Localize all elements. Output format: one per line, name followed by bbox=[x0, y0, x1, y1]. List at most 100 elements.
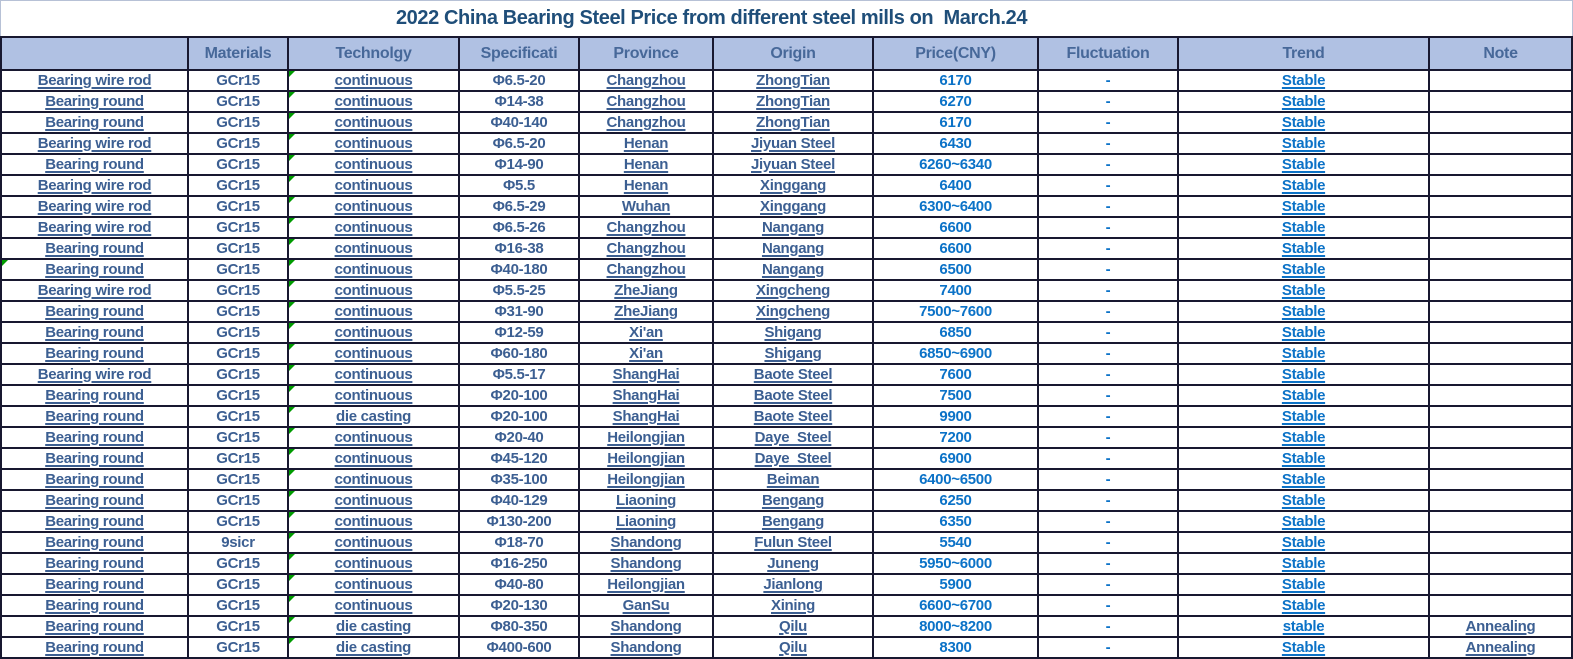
cell-specification[interactable]: Φ40-80 bbox=[460, 575, 580, 596]
cell-product[interactable]: Bearing round bbox=[2, 155, 189, 176]
header-cell-province[interactable]: Province bbox=[580, 38, 714, 71]
cell-fluctuation[interactable]: - bbox=[1039, 596, 1179, 617]
cell-product[interactable]: Bearing wire rod bbox=[2, 218, 189, 239]
cell-specification[interactable]: Φ20-40 bbox=[460, 428, 580, 449]
cell-price[interactable]: 6850~6900 bbox=[874, 344, 1039, 365]
cell-technology[interactable]: continuous bbox=[289, 92, 460, 113]
cell-origin[interactable]: Baote Steel bbox=[714, 407, 874, 428]
cell-origin[interactable]: Fulun Steel bbox=[714, 533, 874, 554]
cell-price[interactable]: 6500 bbox=[874, 260, 1039, 281]
cell-trend[interactable]: Stable bbox=[1179, 428, 1430, 449]
cell-trend[interactable]: Stable bbox=[1179, 386, 1430, 407]
cell-origin[interactable]: Bengang bbox=[714, 491, 874, 512]
cell-fluctuation[interactable]: - bbox=[1039, 449, 1179, 470]
cell-technology[interactable]: continuous bbox=[289, 344, 460, 365]
cell-province[interactable]: GanSu bbox=[580, 596, 714, 617]
cell-specification[interactable]: Φ40-140 bbox=[460, 113, 580, 134]
cell-note[interactable] bbox=[1430, 71, 1573, 92]
cell-note[interactable] bbox=[1430, 344, 1573, 365]
cell-trend[interactable]: Stable bbox=[1179, 92, 1430, 113]
cell-note[interactable] bbox=[1430, 386, 1573, 407]
cell-specification[interactable]: Φ16-250 bbox=[460, 554, 580, 575]
cell-product[interactable]: Bearing wire rod bbox=[2, 365, 189, 386]
cell-specification[interactable]: Φ40-180 bbox=[460, 260, 580, 281]
cell-fluctuation[interactable]: - bbox=[1039, 491, 1179, 512]
cell-product[interactable]: Bearing wire rod bbox=[2, 197, 189, 218]
header-cell-technology[interactable]: Technolgy bbox=[289, 38, 460, 71]
cell-price[interactable]: 6850 bbox=[874, 323, 1039, 344]
cell-note[interactable] bbox=[1430, 113, 1573, 134]
cell-materials[interactable]: GCr15 bbox=[189, 281, 289, 302]
cell-fluctuation[interactable]: - bbox=[1039, 638, 1179, 659]
cell-note[interactable] bbox=[1430, 470, 1573, 491]
cell-origin[interactable]: Jianlong bbox=[714, 575, 874, 596]
title-bar[interactable]: 2022 China Bearing Steel Price from diff… bbox=[0, 0, 1573, 36]
cell-origin[interactable]: ZhongTian bbox=[714, 92, 874, 113]
cell-trend[interactable]: Stable bbox=[1179, 365, 1430, 386]
cell-price[interactable]: 5900 bbox=[874, 575, 1039, 596]
cell-origin[interactable]: Daye Steel bbox=[714, 449, 874, 470]
cell-materials[interactable]: GCr15 bbox=[189, 113, 289, 134]
cell-trend[interactable]: Stable bbox=[1179, 239, 1430, 260]
cell-product[interactable]: Bearing round bbox=[2, 617, 189, 638]
cell-product[interactable]: Bearing round bbox=[2, 428, 189, 449]
cell-province[interactable]: Shandong bbox=[580, 638, 714, 659]
cell-price[interactable]: 7200 bbox=[874, 428, 1039, 449]
cell-origin[interactable]: Nangang bbox=[714, 239, 874, 260]
cell-technology[interactable]: continuous bbox=[289, 470, 460, 491]
cell-province[interactable]: Heilongjian bbox=[580, 470, 714, 491]
cell-origin[interactable]: Jiyuan Steel bbox=[714, 134, 874, 155]
cell-trend[interactable]: Stable bbox=[1179, 512, 1430, 533]
cell-materials[interactable]: GCr15 bbox=[189, 638, 289, 659]
cell-specification[interactable]: Φ18-70 bbox=[460, 533, 580, 554]
cell-note[interactable] bbox=[1430, 533, 1573, 554]
cell-province[interactable]: Changzhou bbox=[580, 260, 714, 281]
cell-specification[interactable]: Φ12-59 bbox=[460, 323, 580, 344]
cell-trend[interactable]: Stable bbox=[1179, 449, 1430, 470]
cell-fluctuation[interactable]: - bbox=[1039, 302, 1179, 323]
cell-trend[interactable]: Stable bbox=[1179, 71, 1430, 92]
cell-note[interactable] bbox=[1430, 302, 1573, 323]
cell-specification[interactable]: Φ400-600 bbox=[460, 638, 580, 659]
cell-trend[interactable]: Stable bbox=[1179, 344, 1430, 365]
cell-technology[interactable]: continuous bbox=[289, 533, 460, 554]
cell-technology[interactable]: continuous bbox=[289, 197, 460, 218]
cell-origin[interactable]: ZhongTian bbox=[714, 113, 874, 134]
cell-technology[interactable]: die casting bbox=[289, 407, 460, 428]
cell-note[interactable] bbox=[1430, 512, 1573, 533]
cell-origin[interactable]: Qilu bbox=[714, 638, 874, 659]
cell-trend[interactable]: Stable bbox=[1179, 638, 1430, 659]
cell-note[interactable] bbox=[1430, 491, 1573, 512]
cell-fluctuation[interactable]: - bbox=[1039, 470, 1179, 491]
cell-fluctuation[interactable]: - bbox=[1039, 176, 1179, 197]
cell-note[interactable] bbox=[1430, 365, 1573, 386]
cell-origin[interactable]: Bengang bbox=[714, 512, 874, 533]
cell-price[interactable]: 6170 bbox=[874, 71, 1039, 92]
cell-note[interactable] bbox=[1430, 575, 1573, 596]
cell-note[interactable] bbox=[1430, 92, 1573, 113]
cell-materials[interactable]: GCr15 bbox=[189, 491, 289, 512]
cell-origin[interactable]: Beiman bbox=[714, 470, 874, 491]
header-cell-materials[interactable]: Materials bbox=[189, 38, 289, 71]
cell-technology[interactable]: continuous bbox=[289, 71, 460, 92]
header-cell-origin[interactable]: Origin bbox=[714, 38, 874, 71]
cell-specification[interactable]: Φ20-100 bbox=[460, 386, 580, 407]
cell-note[interactable] bbox=[1430, 281, 1573, 302]
cell-materials[interactable]: GCr15 bbox=[189, 92, 289, 113]
cell-fluctuation[interactable]: - bbox=[1039, 155, 1179, 176]
cell-province[interactable]: ShangHai bbox=[580, 386, 714, 407]
cell-materials[interactable]: GCr15 bbox=[189, 176, 289, 197]
cell-province[interactable]: ZheJiang bbox=[580, 302, 714, 323]
cell-materials[interactable]: GCr15 bbox=[189, 449, 289, 470]
cell-trend[interactable]: Stable bbox=[1179, 260, 1430, 281]
cell-technology[interactable]: continuous bbox=[289, 323, 460, 344]
cell-province[interactable]: Liaoning bbox=[580, 491, 714, 512]
cell-product[interactable]: Bearing round bbox=[2, 491, 189, 512]
cell-note[interactable] bbox=[1430, 197, 1573, 218]
header-cell-specification[interactable]: Specificati bbox=[460, 38, 580, 71]
cell-price[interactable]: 6600 bbox=[874, 239, 1039, 260]
cell-price[interactable]: 6400 bbox=[874, 176, 1039, 197]
cell-origin[interactable]: Shigang bbox=[714, 344, 874, 365]
cell-trend[interactable]: Stable bbox=[1179, 407, 1430, 428]
cell-trend[interactable]: Stable bbox=[1179, 554, 1430, 575]
